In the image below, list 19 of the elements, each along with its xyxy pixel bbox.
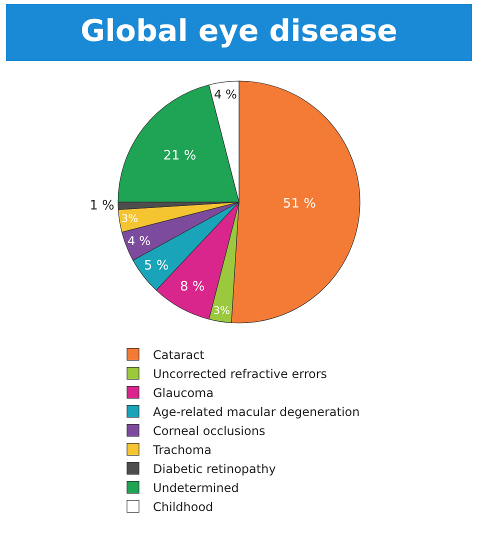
data-label: 8 % — [180, 279, 205, 294]
data-label: 1 % — [90, 198, 114, 214]
data-label: 4 % — [128, 234, 151, 248]
legend-label: Corneal occlusions — [153, 424, 266, 438]
chart-title: Global eye disease — [6, 4, 472, 61]
legend-label: Diabetic retinopathy — [153, 462, 276, 476]
data-label: 4 % — [214, 88, 238, 102]
legend-label: Age-related macular degeneration — [153, 404, 360, 419]
legend-label: Uncorrected refractive errors — [153, 366, 328, 381]
data-label: 3% — [213, 305, 230, 318]
data-label: 51 % — [282, 196, 316, 212]
data-label: 21 % — [163, 148, 196, 164]
data-label: 5 % — [144, 258, 169, 274]
legend-label: Childhood — [153, 500, 214, 514]
legend-label: Glaucoma — [153, 386, 214, 400]
legend-label: Trachoma — [152, 442, 212, 457]
legend-label: Cataract — [153, 348, 205, 362]
legend-label: Undetermined — [153, 480, 239, 495]
data-label: 3% — [121, 213, 138, 226]
